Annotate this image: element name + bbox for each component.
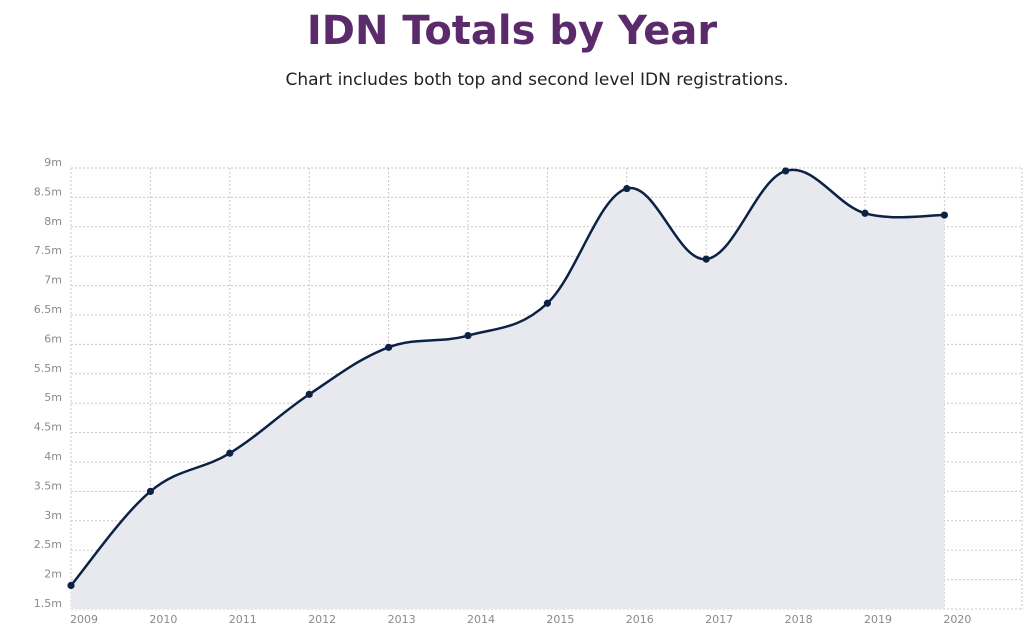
x-tick-label: 2018 [785, 613, 813, 626]
data-point-2017 [702, 255, 710, 263]
y-tick-label: 8m [44, 215, 62, 228]
data-point-2012 [305, 390, 313, 398]
x-tick-label: 2020 [943, 613, 971, 626]
y-tick-label: 6m [44, 332, 62, 345]
x-tick-label: 2011 [229, 613, 257, 626]
chart-title: IDN Totals by Year [306, 8, 718, 54]
x-tick-label: 2012 [308, 613, 336, 626]
data-point-2015 [543, 299, 552, 307]
data-point-2009 [67, 581, 75, 590]
y-tick-label: 5m [44, 391, 62, 404]
y-tick-label: 1.5m [34, 597, 62, 610]
data-point-2018 [782, 167, 790, 175]
data-point-2011 [226, 449, 234, 457]
y-tick-label: 2m [44, 568, 62, 581]
y-tick-label: 4m [44, 450, 62, 463]
y-tick-label: 5.5m [34, 362, 62, 375]
data-point-2010 [146, 487, 154, 495]
x-tick-label: 2010 [149, 613, 177, 626]
y-tick-label: 3.5m [34, 479, 62, 492]
data-point-2014 [464, 331, 472, 340]
chart-subtitle: Chart includes both top and second level… [285, 70, 789, 90]
y-axis-ticks: 1.5m 2m 2.5m 3m 3.5m 4m 4.5m 5m 5.5m 6m 6.5m 7m 7.5m… [34, 156, 62, 610]
data-point-2020 [940, 211, 949, 219]
data-point-2013 [385, 343, 393, 351]
x-tick-label: 2019 [864, 613, 892, 626]
y-tick-label: 7.5m [34, 244, 62, 257]
y-tick-label: 3m [44, 509, 62, 522]
x-tick-label: 2016 [626, 613, 654, 626]
x-tick-label: 2013 [388, 613, 416, 626]
y-tick-label: 4.5m [34, 421, 62, 434]
x-axis-ticks: 2009 2010 2011 2012 2013 2014 2015 2016 2017 2018… [70, 613, 971, 626]
y-tick-label: 7m [44, 274, 62, 287]
x-tick-label: 2014 [467, 613, 495, 626]
x-tick-label: 2017 [705, 613, 733, 626]
series-area-fill [71, 169, 945, 609]
data-points [67, 167, 949, 590]
x-tick-label: 2009 [70, 613, 98, 626]
y-tick-label: 8.5m [34, 185, 62, 198]
x-tick-label: 2015 [546, 613, 574, 626]
y-tick-label: 6.5m [34, 303, 62, 316]
data-point-2016 [623, 184, 631, 193]
data-point-2019 [861, 209, 869, 217]
y-tick-label: 9m [44, 156, 62, 169]
y-tick-label: 2.5m [34, 538, 62, 551]
